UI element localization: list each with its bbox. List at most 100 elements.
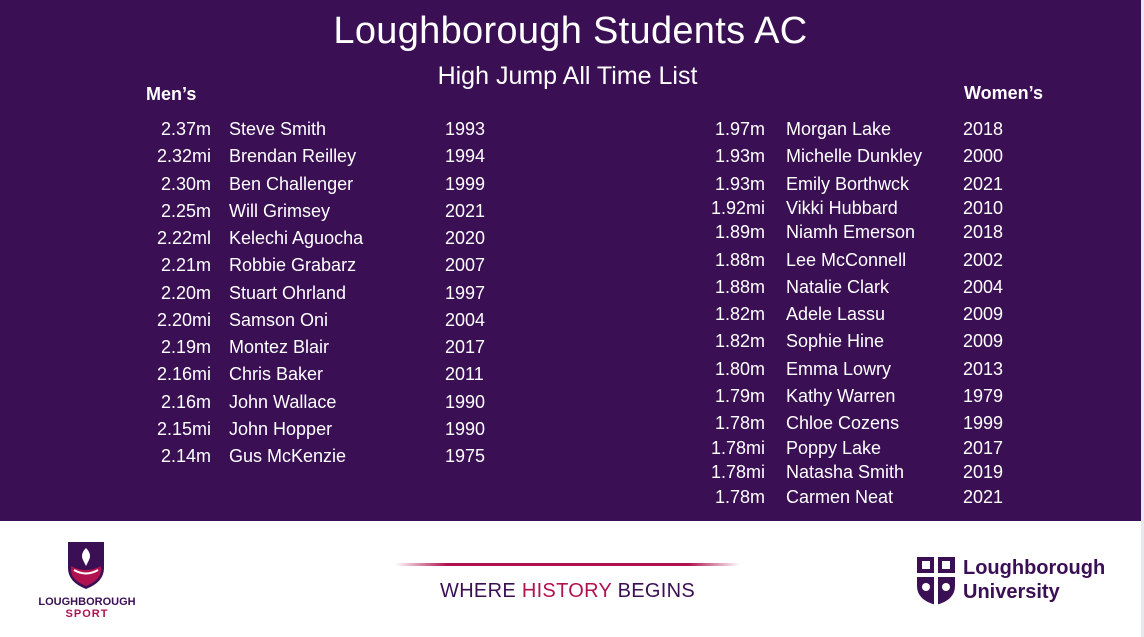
mark-value: 1.93m: [714, 174, 765, 194]
page-title: Loughborough Students AC: [333, 10, 808, 52]
record-year: 1999: [963, 413, 1004, 433]
mark-value: 2.19m: [160, 337, 211, 357]
athlete-name: Robbie Grabarz: [229, 255, 357, 275]
ls-logo-line2: SPORT: [65, 608, 109, 620]
athlete-name: Chris Baker: [229, 364, 324, 384]
athlete-name: Michelle Dunkley: [786, 146, 923, 166]
record-year: 2004: [445, 310, 486, 330]
athlete-name: Lee McConnell: [786, 250, 907, 270]
athlete-name: Chloe Cozens: [786, 413, 900, 433]
athlete-name: Emily Borthwck: [786, 174, 910, 194]
athlete-name: Steve Smith: [229, 119, 327, 139]
mark-value: 2.15mi: [156, 419, 211, 439]
athlete-name: Stuart Ohrland: [229, 283, 347, 303]
university-crest-icon: [917, 557, 955, 605]
men-heading: Men’s: [146, 84, 197, 104]
mark-value: 1.79m: [714, 386, 765, 406]
slide-background: Loughborough Students AC High Jump All T…: [0, 0, 1141, 521]
athlete-name: Natasha Smith: [786, 462, 905, 482]
athlete-name: Carmen Neat: [786, 487, 894, 507]
edge-divider: [1141, 0, 1144, 637]
page-subtitle: High Jump All Time List: [437, 62, 698, 90]
record-year: 2004: [963, 277, 1004, 297]
mark-value: 1.78mi: [710, 462, 765, 482]
record-year: 2021: [445, 201, 486, 221]
mark-value: 2.37m: [160, 119, 211, 139]
record-year: 1990: [445, 419, 486, 439]
athlete-name: Morgan Lake: [786, 119, 892, 139]
athlete-name: Kelechi Aguocha: [229, 228, 364, 248]
record-year: 2017: [963, 438, 1004, 458]
record-year: 2002: [963, 250, 1004, 270]
record-year: 1999: [445, 174, 486, 194]
record-year: 1975: [445, 446, 486, 466]
record-year: 2009: [963, 331, 1004, 351]
record-year: 2021: [963, 174, 1004, 194]
tagline-part1: WHERE: [440, 580, 522, 602]
record-year: 2013: [963, 359, 1004, 379]
mark-value: 1.78m: [714, 413, 765, 433]
mark-value: 1.93m: [714, 146, 765, 166]
tagline-highlight: HISTORY: [521, 580, 612, 602]
mark-value: 2.25m: [160, 201, 211, 221]
tagline: WHERE HISTORY BEGINS: [395, 580, 740, 603]
record-year: 2011: [445, 364, 484, 384]
record-year: 1997: [445, 283, 486, 303]
mark-value: 2.16mi: [156, 364, 211, 384]
mark-value: 1.89m: [714, 222, 765, 242]
tagline-rule: [395, 563, 740, 566]
athlete-name: Sophie Hine: [786, 331, 885, 351]
tagline-part2: BEGINS: [611, 580, 695, 602]
athlete-name: Ben Challenger: [229, 174, 354, 194]
mark-value: 2.22ml: [156, 228, 211, 248]
record-year: 2007: [445, 255, 486, 275]
university-wordmark: Loughborough University: [963, 556, 1105, 604]
loughborough-sport-logo: [37, 540, 137, 625]
record-year: 2020: [445, 228, 486, 248]
women-heading: Women’s: [964, 83, 1044, 103]
mark-value: 1.78mi: [710, 438, 765, 458]
athlete-name: Emma Lowry: [786, 359, 892, 379]
record-year: 1993: [445, 119, 486, 139]
mark-value: 2.16m: [160, 392, 211, 412]
mark-value: 1.88m: [714, 250, 765, 270]
mark-value: 1.92mi: [710, 198, 765, 218]
mark-value: 1.80m: [714, 359, 765, 379]
athlete-name: John Wallace: [229, 392, 337, 412]
athlete-name: Niamh Emerson: [786, 222, 916, 242]
mark-value: 1.97m: [714, 119, 765, 139]
ls-logo-line1: LOUGHBOROUGH: [38, 596, 136, 608]
record-year: 2019: [963, 462, 1004, 482]
record-year: 1979: [963, 386, 1004, 406]
mark-value: 2.21m: [160, 255, 211, 275]
athlete-name: Natalie Clark: [786, 277, 890, 297]
record-year: 2017: [445, 337, 486, 357]
mark-value: 1.78m: [714, 487, 765, 507]
shield-icon: [68, 542, 104, 589]
university-line2: University: [963, 581, 1060, 603]
mark-value: 2.20mi: [156, 310, 211, 330]
mark-value: 2.20m: [160, 283, 211, 303]
record-year: 2010: [963, 198, 1004, 218]
athlete-name: Will Grimsey: [229, 201, 330, 221]
record-year: 2021: [963, 487, 1004, 507]
mark-value: 1.88m: [714, 277, 765, 297]
mark-value: 1.82m: [714, 304, 765, 324]
athlete-name: Gus McKenzie: [229, 446, 347, 466]
mark-value: 2.32mi: [156, 146, 211, 166]
record-year: 1990: [445, 392, 486, 412]
record-year: 1994: [445, 146, 486, 166]
loughborough-sport-wordmark: LOUGHBOROUGH SPORT: [37, 596, 137, 620]
athlete-name: Poppy Lake: [786, 438, 882, 458]
record-year: 2018: [963, 222, 1004, 242]
mark-value: 2.14m: [160, 446, 211, 466]
mark-value: 2.30m: [160, 174, 211, 194]
record-year: 2018: [963, 119, 1004, 139]
athlete-name: Vikki Hubbard: [786, 198, 898, 218]
mark-value: 1.82m: [714, 331, 765, 351]
university-line1: Loughborough: [963, 557, 1106, 579]
athlete-name: Brendan Reilley: [229, 146, 357, 166]
athlete-name: Kathy Warren: [786, 386, 896, 406]
athlete-name: Samson Oni: [229, 310, 329, 330]
record-year: 2009: [963, 304, 1004, 324]
